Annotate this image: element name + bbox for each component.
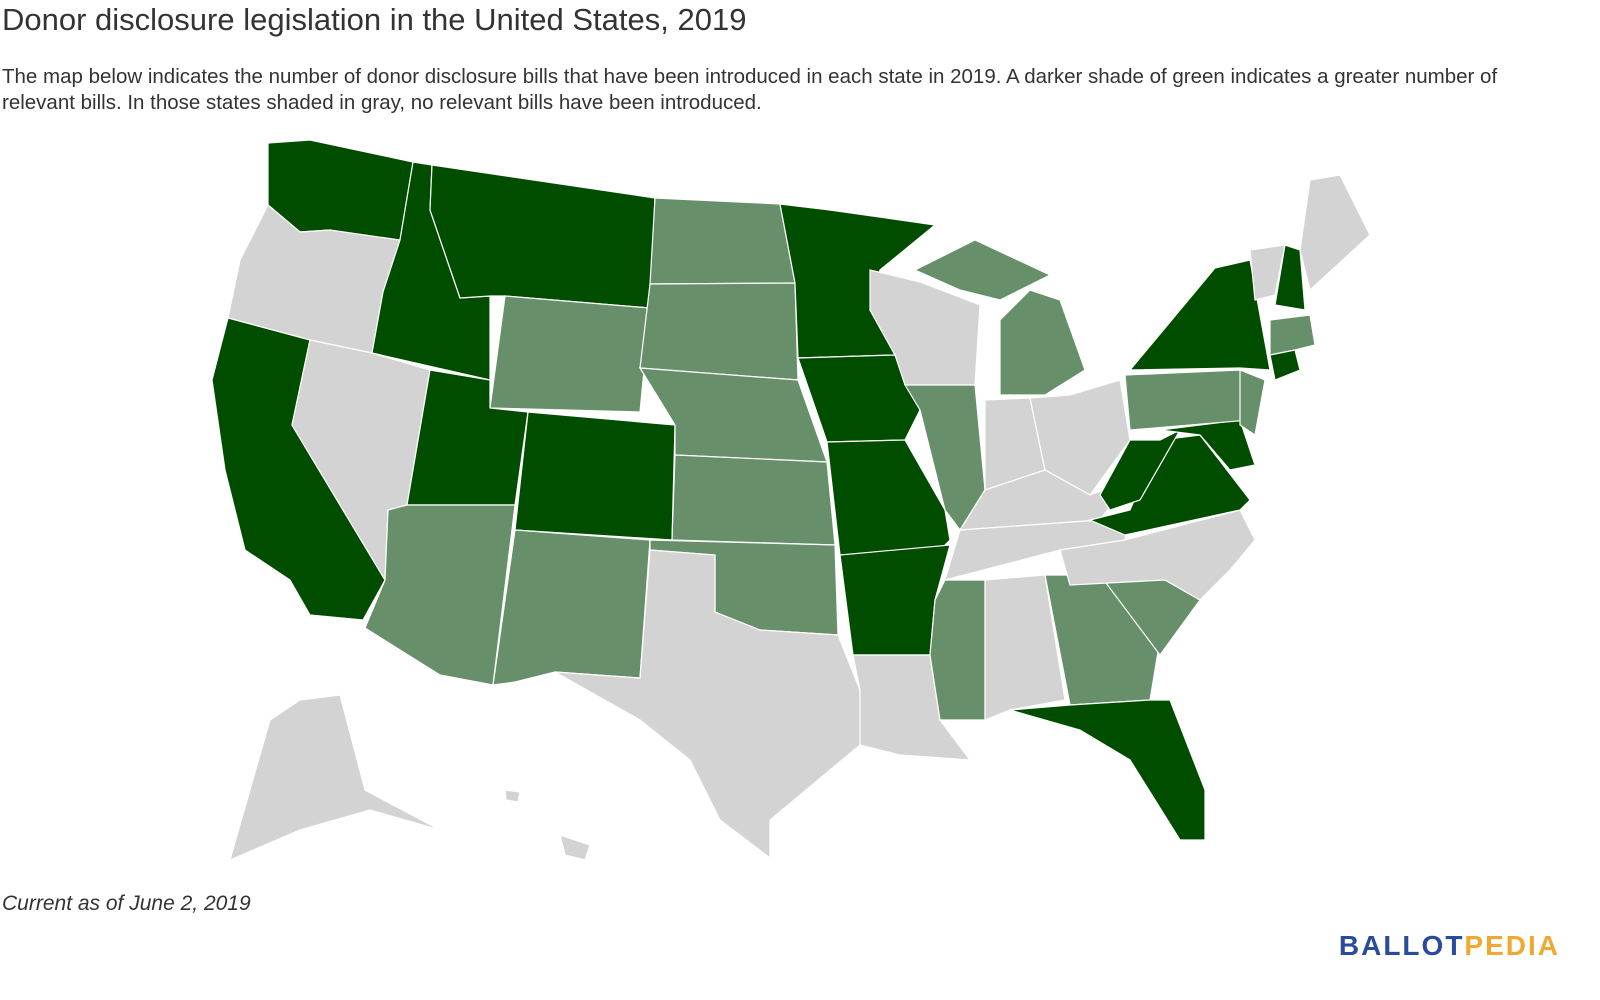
logo-text: PEDIA [1464,930,1560,961]
logo: BALLOTPEDIA [1339,930,1560,962]
state [913,239,1052,301]
state [364,504,516,686]
state [1124,369,1251,431]
state [1009,699,1206,841]
state [489,295,651,413]
state [492,529,651,686]
state [1059,509,1256,601]
state [1249,244,1286,301]
state [559,834,591,861]
footnote: Current as of June 2, 2019 [2,892,251,915]
state [671,454,836,546]
state [229,694,441,862]
state [1128,259,1271,371]
logo-text: BALLOT [1338,930,1465,961]
state [429,164,656,309]
state [929,579,986,721]
state [1299,174,1371,292]
state [999,289,1086,396]
state [1269,314,1316,356]
state [554,549,861,860]
state [649,197,796,285]
state [1269,349,1301,381]
state [514,411,676,541]
state [1274,244,1306,311]
state [797,354,921,443]
state [984,574,1066,721]
state [1239,369,1266,437]
state [639,282,799,381]
description: The map below indicates the number of do… [2,65,1498,114]
state [504,789,521,803]
title: Donor disclosure legislation in the Unit… [2,2,747,37]
